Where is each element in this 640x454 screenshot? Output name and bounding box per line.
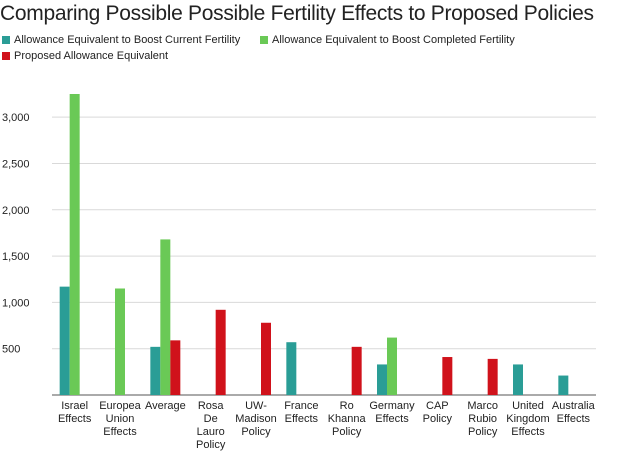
x-tick-label: Israel Effects bbox=[58, 400, 92, 425]
x-tick-label: Europea Union Effects bbox=[99, 400, 141, 438]
legend-label-current-fertility: Allowance Equivalent to Boost Current Fe… bbox=[14, 34, 241, 46]
x-tick-label: United Kingdom Effects bbox=[506, 400, 549, 438]
x-tick-label: Germany Effects bbox=[369, 400, 415, 425]
bar-allowance-equivalent-to-boost-completed-fertility bbox=[115, 288, 125, 395]
bar-allowance-equivalent-to-boost-current-fertility bbox=[513, 364, 523, 395]
bar-proposed-allowance-equivalent bbox=[261, 322, 271, 395]
bar-proposed-allowance-equivalent bbox=[170, 340, 181, 395]
x-tick-label: Rosa De Lauro Policy bbox=[196, 400, 226, 451]
y-tick-label: 1,000 bbox=[2, 297, 30, 309]
bar-allowance-equivalent-to-boost-completed-fertility bbox=[387, 337, 397, 395]
legend-item-completed-fertility: Allowance Equivalent to Boost Completed … bbox=[260, 34, 515, 46]
x-tick-label: France Effects bbox=[284, 400, 318, 425]
legend-item-proposed-allowance: Proposed Allowance Equivalent bbox=[2, 50, 168, 62]
legend-item-current-fertility: Allowance Equivalent to Boost Current Fe… bbox=[2, 34, 240, 46]
bar-allowance-equivalent-to-boost-completed-fertility bbox=[160, 239, 171, 395]
y-tick-label: 3,000 bbox=[2, 112, 30, 124]
legend-label-completed-fertility: Allowance Equivalent to Boost Completed … bbox=[272, 34, 515, 46]
x-tick-label: Average bbox=[145, 400, 186, 412]
x-tick-label: Ro Khanna Policy bbox=[328, 400, 367, 438]
y-tick-label: 1,500 bbox=[2, 251, 30, 263]
y-tick-label: 2,000 bbox=[2, 205, 30, 217]
bar-proposed-allowance-equivalent bbox=[442, 357, 453, 395]
bar-proposed-allowance-equivalent bbox=[487, 358, 498, 395]
legend-swatch-completed-fertility bbox=[260, 36, 268, 44]
chart-title: Comparing Possible Possible Fertility Ef… bbox=[0, 2, 594, 25]
bar-allowance-equivalent-to-boost-current-fertility bbox=[59, 286, 70, 395]
y-tick-label: 2,500 bbox=[2, 158, 30, 170]
y-tick-label: 500 bbox=[2, 344, 20, 356]
legend-swatch-proposed-allowance bbox=[2, 52, 10, 60]
legend-label-proposed-allowance: Proposed Allowance Equivalent bbox=[14, 50, 169, 62]
bar-proposed-allowance-equivalent bbox=[351, 346, 362, 395]
bar-allowance-equivalent-to-boost-completed-fertility bbox=[69, 94, 80, 395]
x-tick-label: Marco Rubio Policy bbox=[467, 400, 498, 438]
x-tick-label: Australia Effects bbox=[552, 400, 596, 425]
bar-allowance-equivalent-to-boost-current-fertility bbox=[286, 342, 297, 395]
bar-allowance-equivalent-to-boost-current-fertility bbox=[558, 375, 569, 395]
x-tick-label: UW-Madison Policy bbox=[235, 400, 277, 438]
legend-swatch-current-fertility bbox=[2, 36, 10, 44]
bar-proposed-allowance-equivalent bbox=[215, 309, 226, 395]
bar-allowance-equivalent-to-boost-current-fertility bbox=[377, 364, 387, 395]
bar-allowance-equivalent-to-boost-current-fertility bbox=[150, 346, 161, 395]
x-tick-label: CAP Policy bbox=[423, 400, 453, 425]
